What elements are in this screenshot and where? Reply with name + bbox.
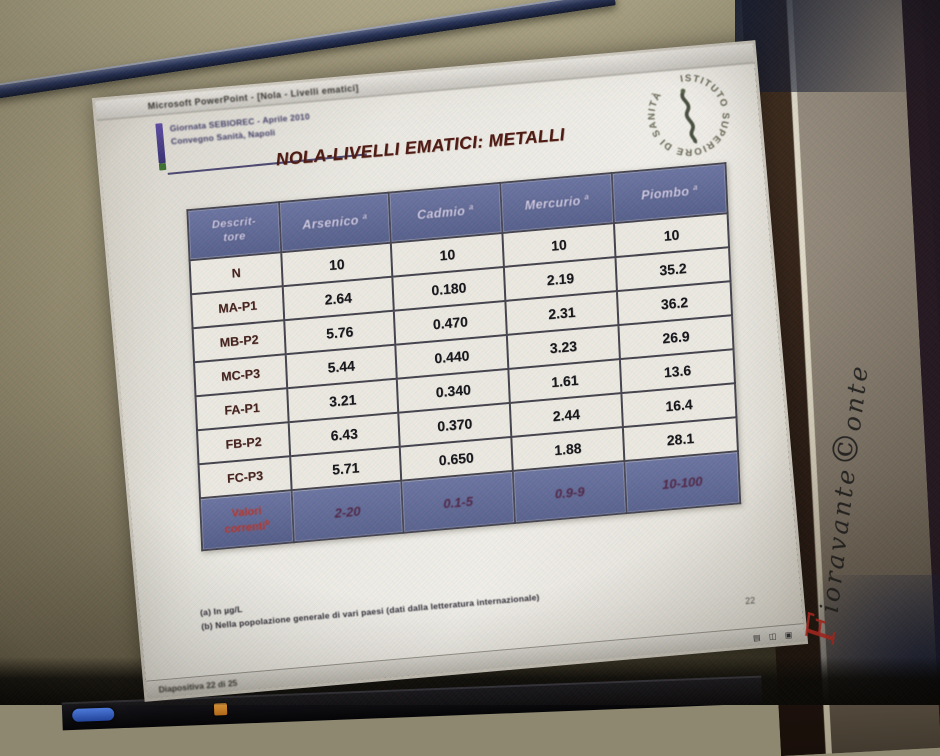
column-header-descriptor: Descrit- tore [187,202,282,261]
reference-range-cell: 0.1-5 [401,470,516,533]
view-sorter-icon[interactable]: ◫ [768,631,777,641]
column-header-piombo: Piombo a [611,163,728,224]
statusbar-slide-indicator: Diapositiva 22 di 25 [158,677,238,695]
slide-page-number: 22 [744,595,756,607]
descriptor-line-2: tore [223,230,247,245]
metals-table: Descrit- tore Arsenico a Cadmio a Mercurio… [186,162,742,552]
reference-label-line-2: correnti [224,520,266,537]
iss-logo: ISTITUTO SUPERIORE DI SANITÀ [638,65,739,166]
column-header-cadmio: Cadmio a [388,182,503,243]
reference-row-label: Valori correntib [199,490,294,551]
start-button[interactable] [71,707,115,723]
reference-range-cell: 2-20 [291,480,404,543]
watermark-last-name: onte [836,361,875,433]
iss-serpent-icon [680,90,698,144]
column-header-arsenico: Arsenico a [279,192,391,253]
event-logo-icon [155,123,166,164]
descriptor-line-1: Descrit- [211,215,257,232]
view-slideshow-icon[interactable]: ▣ [784,629,793,640]
slide-footnotes: (a) In µg/L (b) Nella popolazione genera… [200,576,541,634]
reference-label-sup: b [265,517,271,527]
reference-range-cell: 0.9-9 [512,461,627,523]
column-header-mercurio: Mercurio a [500,173,614,233]
iss-logo-ring-text: ISTITUTO SUPERIORE DI SANITÀ [638,65,739,166]
watermark-initial: F [798,609,848,646]
reference-range-cell: 10-100 [624,451,741,514]
svg-text:ISTITUTO SUPERIORE DI SANITÀ: ISTITUTO SUPERIORE DI SANITÀ [638,65,739,166]
presentation-window: Microsoft PowerPoint - [Nola - Livelli e… [95,43,805,699]
reference-label-line-1: Valori [231,504,262,520]
view-normal-icon[interactable]: ▤ [752,632,761,643]
copyright-icon: © [824,428,869,469]
metals-body: N 10 10 10 10 MA-P1 2.64 0.180 2.19 35.2 MB-P2 5.76… [189,213,738,499]
top-right-shadow [735,0,940,92]
slide: Giornata SEBIOREC - Aprile 2010 Convegno… [97,63,803,680]
